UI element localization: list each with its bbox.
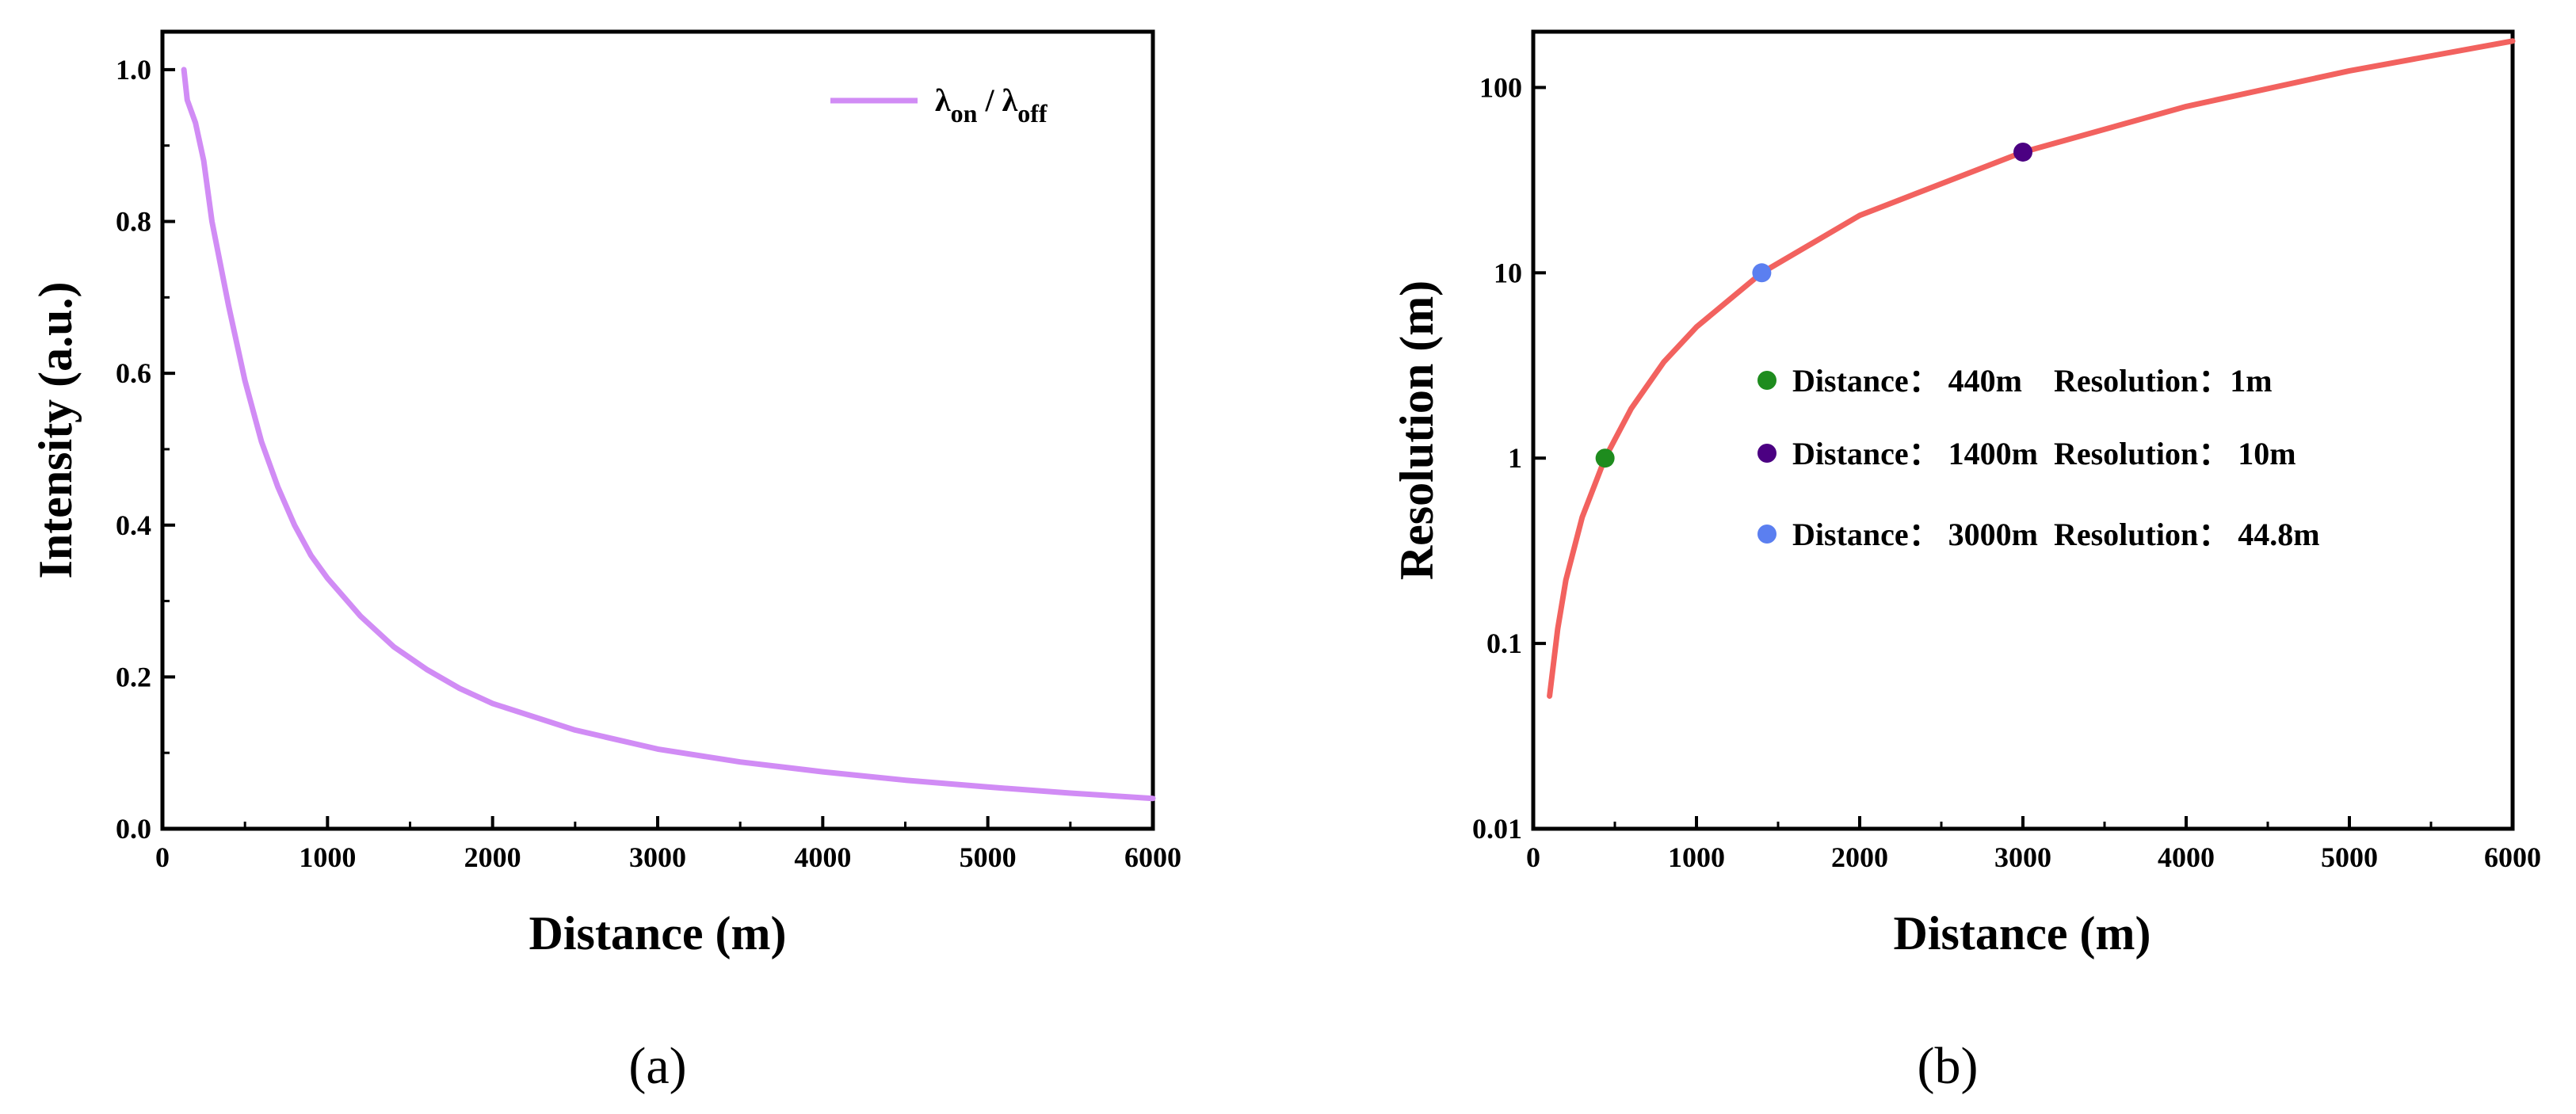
ytick-label-a: 0.2 [116,661,151,692]
x-axis-title-a: Distance (m) [529,907,787,959]
ytick-label-b: 100 [1479,71,1522,103]
xtick-label-a: 4000 [794,841,851,873]
legend-dot-440m [1757,371,1776,390]
point-3000m [2013,142,2032,162]
xtick-label-a: 6000 [1124,841,1181,873]
ytick-labels-b: 0.01 0.1 1 10 100 [1472,71,1522,845]
point-1400m [1752,263,1772,283]
xtick-label-a: 5000 [960,841,1017,873]
legend-dot-1400m [1757,444,1776,463]
y-axis-title-a: Intensity (a.u.) [29,281,82,578]
series-line-intensity [181,67,1156,802]
ytick-label-b: 0.01 [1472,813,1522,845]
xtick-label-a: 2000 [464,841,521,873]
xtick-label-b: 3000 [1994,841,2051,873]
legend-entry-1400m: Distance： 1400m Resolution： 10m [1792,436,2296,471]
panel-label-b: (b) [1918,1037,1979,1095]
xtick-label-b: 0 [1526,841,1540,873]
xtick-label-b: 4000 [2158,841,2215,873]
ticks-b [1532,86,2514,830]
xtick-labels-b: 0 1000 2000 3000 4000 5000 6000 [1526,841,2541,873]
xtick-label-b: 1000 [1668,841,1725,873]
xtick-label-a: 3000 [629,841,686,873]
legend-separator: / λ [977,82,1017,118]
legend-b: Distance： 440m Resolution：1m Distance： 1… [1757,363,2320,552]
x-axis-title-b: Distance (m) [1894,907,2151,959]
legend-sub-on: on [951,99,978,128]
ytick-label-a: 0.6 [116,357,151,389]
ytick-label-b: 10 [1494,257,1522,288]
xtick-label-a: 0 [155,841,170,873]
ytick-label-b: 0.1 [1486,628,1522,659]
legend-a: λon / λoff [830,82,1048,128]
panel-label-a: (a) [628,1037,686,1095]
ytick-labels-a: 0.0 0.2 0.4 0.6 0.8 1.0 [116,54,151,845]
ticks-a [161,67,1154,830]
ytick-label-a: 0.0 [116,813,151,845]
legend-lambda-1: λ [935,82,951,118]
panel-a: 0 1000 2000 3000 4000 5000 6000 0.00.20.40.60.… [29,29,1181,1095]
panel-b: 0 1000 2000 3000 4000 5000 6000 0.010.1110100 … [1391,29,2541,1095]
highlight-points [1595,142,2032,468]
legend-entry-440m: Distance： 440m Resolution：1m [1792,363,2273,399]
legend-entry-a: λon / λoff [935,82,1048,128]
ytick-label-a: 0.8 [116,206,151,238]
xtick-labels-a: 0 1000 2000 3000 4000 5000 6000 [155,841,1181,873]
ytick-label-a: 0.4 [116,509,151,541]
plot-frame-a [160,29,1155,831]
legend-sub-off: off [1017,99,1048,128]
xtick-label-b: 2000 [1831,841,1888,873]
y-axis-title-b: Resolution (m) [1391,280,1443,580]
ytick-label-a: 1.0 [116,54,151,86]
xtick-label-b: 5000 [2321,841,2378,873]
ytick-label-b: 1 [1508,442,1522,474]
legend-dot-3000m [1757,525,1776,544]
xtick-label-b: 6000 [2484,841,2541,873]
point-440m [1595,448,1615,468]
xtick-label-a: 1000 [299,841,356,873]
series-line-resolution [1547,38,2516,699]
legend-entry-3000m: Distance： 3000m Resolution： 44.8m [1792,517,2320,552]
